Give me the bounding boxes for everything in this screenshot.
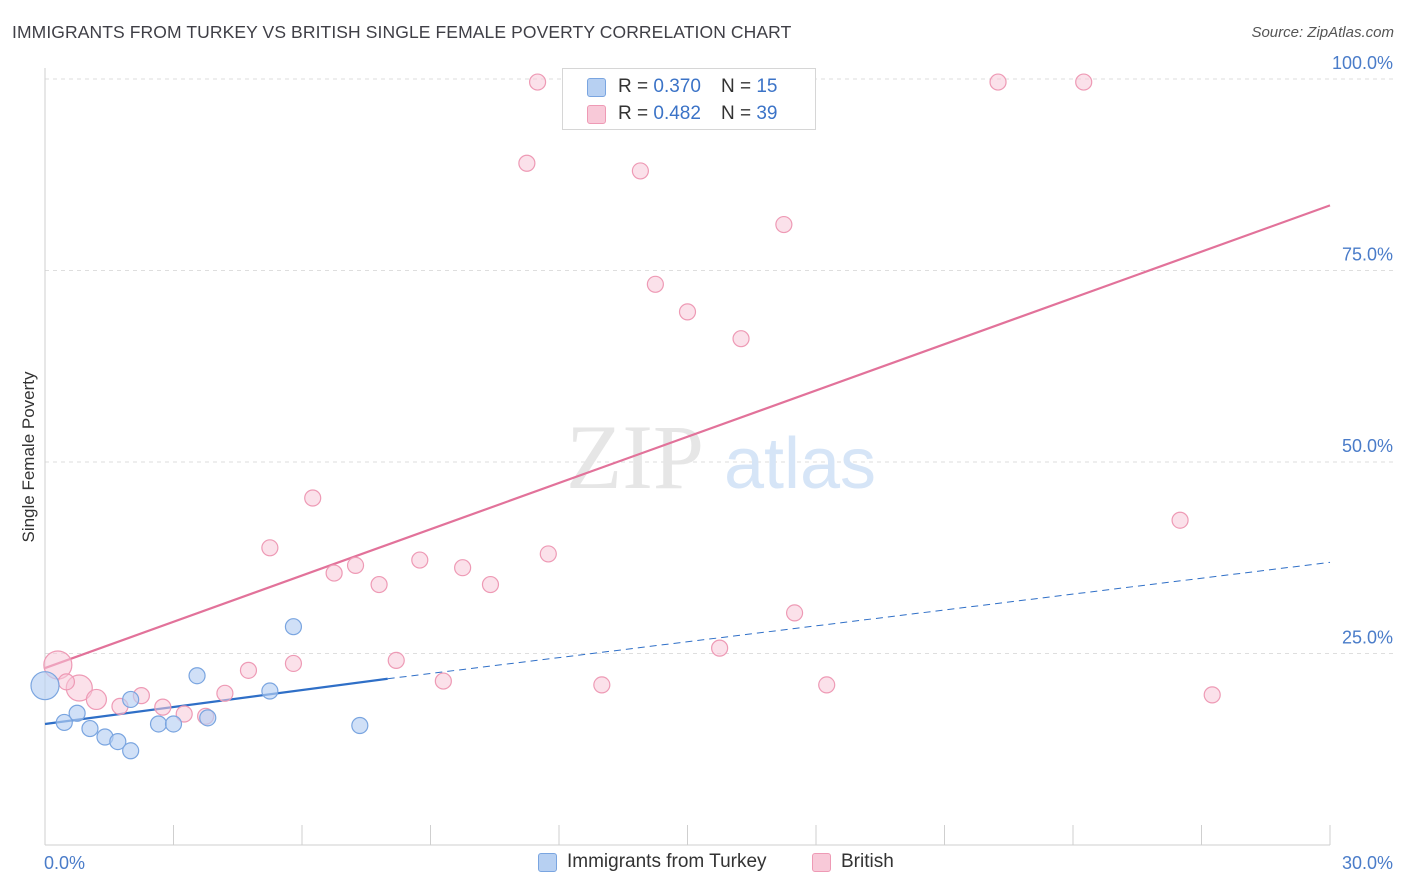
point-british [732,330,750,348]
r-label: R = [618,103,649,124]
legend-swatch-turkey [587,77,606,97]
point-british [216,684,234,702]
point-british [454,559,472,577]
point-british [434,672,452,690]
legend-label-british: British [841,851,894,872]
x-tick-label-min: 0.0% [44,853,85,873]
legend-item-turkey[interactable]: Immigrants from Turkey [538,851,767,873]
point-british [239,661,258,679]
point-british [1171,511,1189,529]
correlation-legend: R = 0.370 N = 15 R = 0.482 N = 39 [562,68,816,130]
y-axis-label: Single Female Poverty [19,371,38,543]
point-british [818,676,836,694]
watermark-atlas: atlas [724,424,876,504]
trend-line-turkey-extension [387,561,1331,680]
n-value-turkey: 15 [756,76,778,97]
chart-title: IMMIGRANTS FROM TURKEY VS BRITISH SINGLE… [12,22,792,42]
watermark: ZIP atlas [566,406,876,508]
point-turkey [261,682,279,700]
point-british [1075,73,1093,91]
point-turkey [30,671,60,701]
y-tick-label: 75.0% [1342,245,1393,265]
legend-swatch-british [587,104,606,124]
trend-line-british [44,204,1331,670]
source-label: Source: ZipAtlas.com [1251,24,1394,41]
point-british [593,676,611,694]
legend-label-turkey: Immigrants from Turkey [567,851,767,872]
point-turkey [351,716,369,735]
point-british [539,545,557,563]
point-british [1203,686,1221,704]
point-turkey [199,709,217,727]
point-british [284,654,303,673]
point-british [304,489,322,507]
legend-row-british: R = 0.482 N = 39 [587,101,777,127]
point-british [481,575,500,594]
point-british [85,688,108,711]
point-british [678,303,697,321]
point-british [325,564,343,582]
series-legend: Immigrants from Turkey British [0,851,1406,877]
gridlines [45,78,1395,654]
r-value-turkey: 0.370 [653,76,701,97]
trend-line-turkey [44,677,388,726]
r-label: R = [618,76,649,97]
point-turkey [188,667,206,685]
y-tick-label: 25.0% [1342,628,1393,648]
point-british [261,539,279,557]
point-british [518,154,536,172]
trend-lines [44,204,1331,726]
axes [44,68,1331,846]
legend-item-british[interactable]: British [812,851,894,873]
point-turkey [122,690,140,709]
point-turkey [122,742,140,760]
point-turkey [55,713,73,732]
n-value-british: 39 [756,103,778,124]
point-turkey [68,704,86,722]
point-british [370,575,388,594]
point-british [528,73,547,91]
point-turkey [149,715,168,733]
tick-labels: 25.0% 50.0% 75.0% 100.0% 0.0% 30.0% [44,53,1393,873]
point-british [785,604,804,622]
data-points [30,73,1221,760]
point-british [411,551,429,569]
x-tick-label-max: 30.0% [1342,853,1393,873]
point-british [711,639,729,657]
point-british [989,73,1007,91]
point-british [631,162,649,180]
point-british [387,651,405,669]
point-turkey [164,715,183,733]
r-value-british: 0.482 [653,103,701,124]
legend-swatch-british [812,852,831,872]
point-turkey [109,732,127,751]
point-british [346,556,365,575]
point-british [775,215,793,234]
point-british [646,275,664,293]
y-tick-label: 50.0% [1342,436,1393,456]
point-british [175,705,193,723]
point-british [57,673,76,691]
point-turkey [284,618,303,636]
point-british [154,698,172,716]
legend-swatch-turkey [538,852,557,872]
n-label: N = [720,103,752,124]
y-tick-label: 100.0% [1332,53,1393,73]
watermark-zip: ZIP [566,406,704,508]
point-turkey [81,719,99,738]
legend-row-turkey: R = 0.370 N = 15 [587,74,777,100]
n-label: N = [720,76,752,97]
